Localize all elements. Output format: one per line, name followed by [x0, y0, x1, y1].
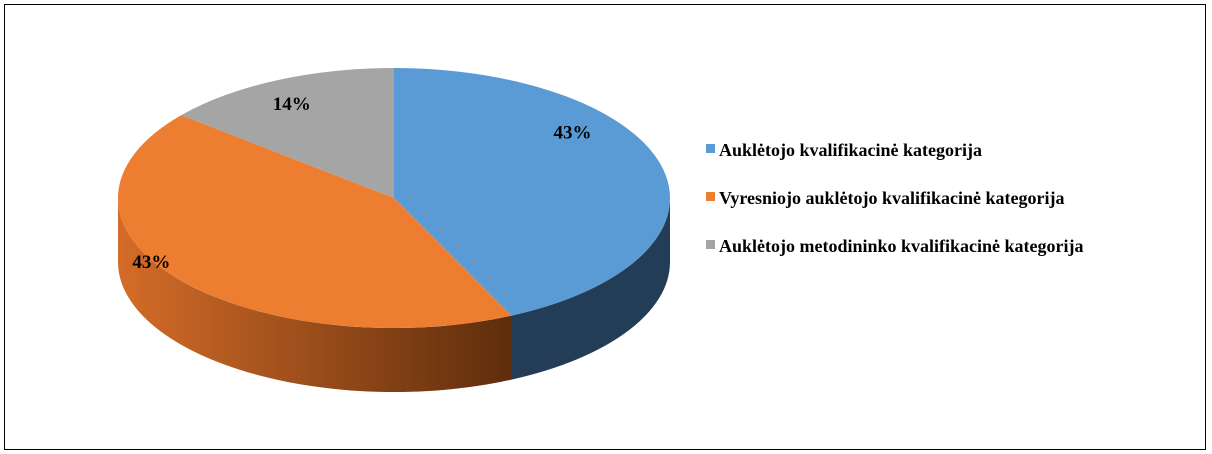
data-label: 43% — [132, 252, 170, 273]
pie-slice — [118, 115, 512, 328]
data-label: 14% — [273, 94, 311, 115]
legend-item: Vyresniojo auklėtojo kvalifikacinė kateg… — [706, 184, 1186, 212]
data-label: 43% — [554, 123, 592, 144]
legend-swatch — [706, 192, 715, 201]
legend-swatch — [706, 240, 715, 249]
pie-slice-side — [511, 198, 670, 380]
pie-slice — [181, 68, 394, 198]
legend-label: Vyresniojo auklėtojo kvalifikacinė kateg… — [719, 188, 1065, 208]
pie-slice-side — [118, 198, 512, 392]
legend-label: Auklėtojo metodininko kvalifikacinė kate… — [719, 236, 1084, 256]
chart-frame — [4, 4, 1206, 450]
pie-slice — [394, 68, 670, 316]
legend-item: Auklėtojo metodininko kvalifikacinė kate… — [706, 232, 1186, 260]
legend-item: Auklėtojo kvalifikacinė kategorija — [706, 136, 1186, 164]
chart: 43% 43% 14% — [118, 68, 670, 392]
legend-swatch — [706, 144, 715, 153]
legend-label: Auklėtojo kvalifikacinė kategorija — [719, 140, 982, 160]
legend: Auklėtojo kvalifikacinė kategorija Vyresn… — [706, 136, 1186, 280]
